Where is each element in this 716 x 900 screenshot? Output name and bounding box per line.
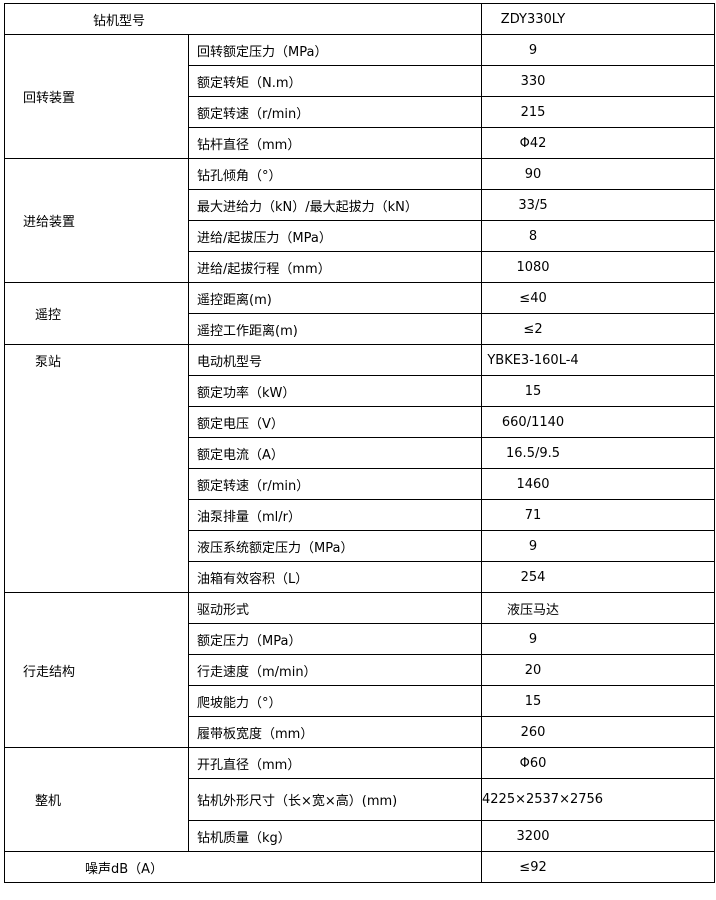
param-value: ≤2 xyxy=(481,313,716,345)
group-label: 泵站 xyxy=(4,344,189,593)
param-name: 钻机质量（kg） xyxy=(187,820,483,852)
param-name: 油箱有效容积（L） xyxy=(187,561,483,593)
param-name: 额定功率（kW） xyxy=(187,375,483,407)
table-row: 额定电压（V） 660/1140 xyxy=(5,406,716,438)
param-value: 260 xyxy=(481,716,716,748)
param-value: Φ60 xyxy=(481,747,716,779)
param-value: YBKE3-160L-4 xyxy=(481,344,716,376)
param-name: 进给/起拔行程（mm） xyxy=(187,251,483,283)
table-row: 爬坡能力（°） 15 xyxy=(5,685,716,717)
param-value: 15 xyxy=(481,685,716,717)
param-name: 额定转速（r/min） xyxy=(187,468,483,500)
param-value: ≤40 xyxy=(481,282,716,314)
param-name: 额定电流（A） xyxy=(187,437,483,469)
table-row: 泵站 电动机型号 YBKE3-160L-4 xyxy=(4,344,716,593)
table-row: 进给/起拔行程（mm） 1080 xyxy=(5,251,716,283)
param-name: 油泵排量（ml/r） xyxy=(187,499,483,531)
table-row: 整机 开孔直径（mm） Φ60 xyxy=(4,747,716,852)
table-row: 额定转矩（N.m） 330 xyxy=(5,65,716,97)
group-label: 行走结构 xyxy=(4,592,189,748)
table-row: 履带板宽度（mm） 260 xyxy=(5,716,716,748)
table-row: 额定转速（r/min） 215 xyxy=(5,96,716,128)
table-row: 油箱有效容积（L） 254 xyxy=(5,561,716,593)
table-row: 钻机质量（kg） 3200 xyxy=(5,820,716,852)
param-name: 钻孔倾角（°） xyxy=(187,158,483,190)
param-name: 行走速度（m/min） xyxy=(187,654,483,686)
param-value: 1460 xyxy=(481,468,716,500)
param-value: 71 xyxy=(481,499,716,531)
header-value: ZDY330LY xyxy=(481,3,716,35)
param-name: 电动机型号 xyxy=(187,344,483,376)
param-name: 最大进给力（kN）/最大起拔力（kN） xyxy=(187,189,483,221)
table-row: 额定压力（MPa） 9 xyxy=(5,623,716,655)
param-value: 15 xyxy=(481,375,716,407)
param-name: 遥控工作距离(m) xyxy=(187,313,483,345)
param-value: 330 xyxy=(481,65,716,97)
param-name: 进给/起拔压力（MPa） xyxy=(187,220,483,252)
param-value: 8 xyxy=(481,220,716,252)
table-row: 遥控工作距离(m) ≤2 xyxy=(5,313,716,345)
param-name: 额定转速（r/min） xyxy=(187,96,483,128)
spec-table: 钻机型号 ZDY330LY 回转装置 回转额定压力（MPa） 9 额定转矩（N.m） 3… xyxy=(3,3,716,883)
footer-row: 噪声dB（A） ≤92 xyxy=(3,851,716,883)
table-row: 进给/起拔压力（MPa） 8 xyxy=(5,220,716,252)
param-value: 33/5 xyxy=(481,189,716,221)
group-label: 遥控 xyxy=(4,282,189,345)
table-row: 钻机外形尺寸（长×宽×高）(mm) 4225×2537×2756 xyxy=(5,778,716,821)
param-value: 254 xyxy=(481,561,716,593)
param-value: 16.5/9.5 xyxy=(481,437,716,469)
param-name: 遥控距离(m) xyxy=(187,282,483,314)
param-name: 额定电压（V） xyxy=(187,406,483,438)
param-value: 3200 xyxy=(481,820,716,852)
param-name: 爬坡能力（°） xyxy=(187,685,483,717)
param-value: 215 xyxy=(481,96,716,128)
table-row: 钻杆直径（mm） Φ42 xyxy=(5,127,716,159)
group-label: 回转装置 xyxy=(4,34,189,159)
param-value: 4225×2537×2756 xyxy=(481,778,716,821)
header-label: 钻机型号 xyxy=(3,3,483,35)
table-row: 额定电流（A） 16.5/9.5 xyxy=(5,437,716,469)
table-row: 遥控 遥控距离(m) ≤40 xyxy=(4,282,716,345)
param-value: 9 xyxy=(481,530,716,562)
param-value: 9 xyxy=(481,34,716,66)
noise-label: 噪声dB（A） xyxy=(3,851,483,883)
param-name: 履带板宽度（mm） xyxy=(187,716,483,748)
param-name: 液压系统额定压力（MPa） xyxy=(187,530,483,562)
param-value: 90 xyxy=(481,158,716,190)
param-value: 660/1140 xyxy=(481,406,716,438)
group-label: 整机 xyxy=(4,747,189,852)
param-name: 钻杆直径（mm） xyxy=(187,127,483,159)
param-name: 钻机外形尺寸（长×宽×高）(mm) xyxy=(187,778,483,821)
param-value: 9 xyxy=(481,623,716,655)
param-value: Φ42 xyxy=(481,127,716,159)
param-name: 额定转矩（N.m） xyxy=(187,65,483,97)
group-label: 进给装置 xyxy=(4,158,189,283)
header-row: 钻机型号 ZDY330LY xyxy=(3,3,716,35)
param-name: 回转额定压力（MPa） xyxy=(187,34,483,66)
param-value: 1080 xyxy=(481,251,716,283)
table-row: 行走结构 驱动形式 液压马达 xyxy=(4,592,716,748)
table-row: 行走速度（m/min） 20 xyxy=(5,654,716,686)
table-row: 回转装置 回转额定压力（MPa） 9 xyxy=(4,34,716,159)
noise-value: ≤92 xyxy=(481,851,716,883)
param-name: 额定压力（MPa） xyxy=(187,623,483,655)
param-value: 液压马达 xyxy=(481,592,716,624)
table-row: 最大进给力（kN）/最大起拔力（kN） 33/5 xyxy=(5,189,716,221)
table-row: 进给装置 钻孔倾角（°） 90 xyxy=(4,158,716,283)
param-name: 驱动形式 xyxy=(187,592,483,624)
param-value: 20 xyxy=(481,654,716,686)
param-name: 开孔直径（mm） xyxy=(187,747,483,779)
